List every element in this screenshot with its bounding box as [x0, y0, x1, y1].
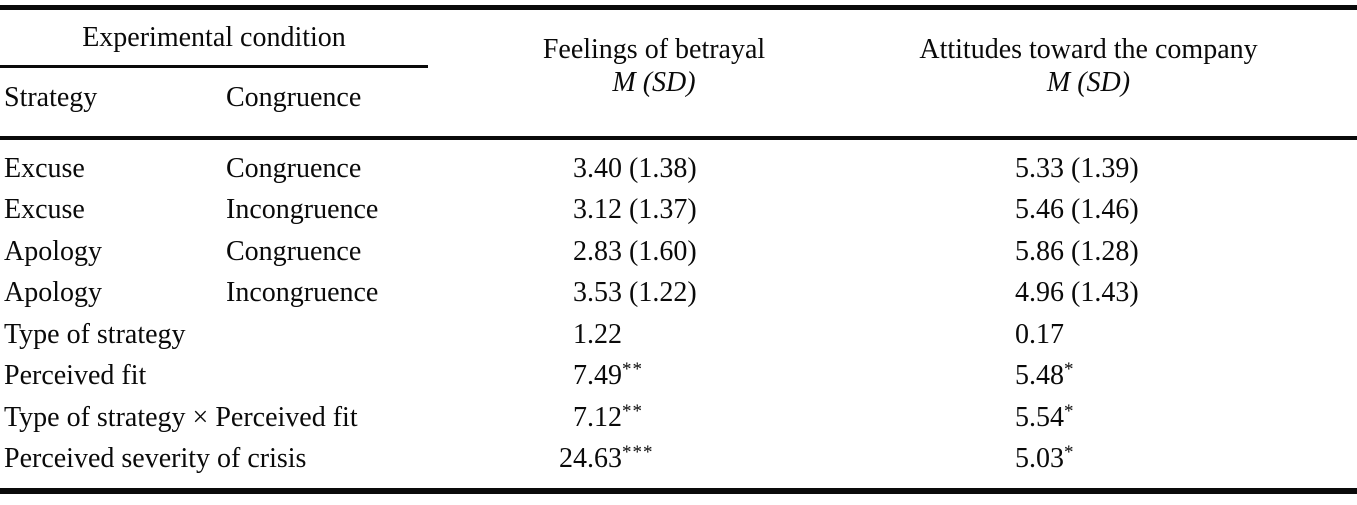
value-fraction-part: .33 (1.39): [1029, 152, 1139, 184]
congruence-cell: Congruence: [226, 152, 362, 184]
betrayal-header-msd: M (SD): [612, 67, 696, 98]
strategy-cell: Perceived fit: [4, 360, 147, 392]
betrayal-header-title: Feelings of betrayal: [542, 34, 766, 65]
significance-stars: *: [1064, 400, 1075, 422]
congruence-cell: Incongruence: [226, 194, 379, 226]
column-header-attitudes-toward-company: Attitudes toward the company M (SD): [880, 10, 1297, 136]
congruence-cell: Congruence: [226, 235, 362, 267]
table-row: Type of strategy 1.22 0.17: [0, 314, 1357, 356]
significance-stars: *: [1064, 442, 1075, 464]
table-bottom-rule: [0, 488, 1357, 494]
strategy-cell: Apology: [4, 277, 102, 309]
value-integer-part: 1: [573, 318, 587, 350]
value-fraction-part: .49: [587, 360, 622, 392]
value-integer-part: 5: [1015, 401, 1029, 433]
table-row: Apology Congruence 2.83 (1.60) 5.86 (1.2…: [0, 231, 1357, 273]
strategy-cell: Apology: [4, 235, 102, 267]
value-fraction-part: .40 (1.38): [587, 152, 697, 184]
value-fraction-part: .22: [587, 318, 622, 350]
betrayal-value-cell: 3.53 (1.22): [428, 277, 880, 309]
value-integer-part: 5: [1015, 235, 1029, 267]
attitudes-value-cell: 4.96 (1.43): [880, 277, 1297, 309]
value-fraction-part: .63: [587, 443, 622, 475]
significance-stars: **: [622, 400, 643, 422]
value-fraction-part: .48: [1029, 360, 1064, 392]
congruence-cell: Incongruence: [226, 277, 379, 309]
value-integer-part: 2: [573, 235, 587, 267]
column-header-feelings-of-betrayal: Feelings of betrayal M (SD): [428, 10, 880, 136]
table-top-rule: [0, 5, 1357, 10]
sub-header-row: Strategy Congruence: [0, 68, 428, 136]
attitudes-value-cell: 5.48*: [880, 360, 1297, 392]
value-fraction-part: .54: [1029, 401, 1064, 433]
value-integer-part: 7: [573, 401, 587, 433]
strategy-cell: Excuse: [4, 152, 85, 184]
strategy-cell: Excuse: [4, 194, 85, 226]
attitudes-value-cell: 5.86 (1.28): [880, 236, 1297, 268]
value-integer-part: 5: [1015, 443, 1029, 475]
significance-stars: ***: [622, 442, 654, 464]
value-integer-part: 5: [1015, 194, 1029, 226]
value-integer-part: 3: [573, 152, 587, 184]
betrayal-value-cell: 2.83 (1.60): [428, 236, 880, 268]
value-integer-part: 3: [573, 277, 587, 309]
value-fraction-part: .96 (1.43): [1029, 277, 1139, 309]
group-header-experimental-condition: Experimental condition: [0, 10, 428, 68]
value-integer-part: 5: [1015, 152, 1029, 184]
table-row: Perceived fit 7.49** 5.48*: [0, 356, 1357, 398]
table-row: Type of strategy × Perceived fit 7.12** …: [0, 397, 1357, 439]
table-row: Perceived severity of crisis 24.63*** 5.…: [0, 439, 1357, 481]
value-integer-part: 5: [1015, 360, 1029, 392]
value-integer-part: 0: [1015, 318, 1029, 350]
attitudes-value-cell: 5.46 (1.46): [880, 194, 1297, 226]
value-fraction-part: .53 (1.22): [587, 277, 697, 309]
value-fraction-part: .46 (1.46): [1029, 194, 1139, 226]
value-fraction-part: .03: [1029, 443, 1064, 475]
betrayal-value-cell: 24.63***: [428, 443, 880, 475]
table-body: Excuse Congruence 3.40 (1.38) 5.33 (1.39…: [0, 140, 1357, 480]
table-row: Excuse Congruence 3.40 (1.38) 5.33 (1.39…: [0, 148, 1357, 190]
table-header: Experimental condition Strategy Congruen…: [0, 10, 1357, 136]
strategy-cell: Type of strategy: [4, 318, 186, 350]
significance-stars: *: [1064, 359, 1075, 381]
value-fraction-part: .17: [1029, 318, 1064, 350]
attitudes-value-cell: 5.54*: [880, 402, 1297, 434]
value-integer-part: 3: [573, 194, 587, 226]
value-fraction-part: .83 (1.60): [587, 235, 697, 267]
value-fraction-part: .86 (1.28): [1029, 235, 1139, 267]
value-integer-part: 4: [1015, 277, 1029, 309]
betrayal-value-cell: 3.12 (1.37): [428, 194, 880, 226]
table-row: Apology Incongruence 3.53 (1.22) 4.96 (1…: [0, 273, 1357, 315]
betrayal-value-cell: 3.40 (1.38): [428, 153, 880, 185]
attitudes-value-cell: 0.17: [880, 319, 1297, 351]
header-experimental-condition-group: Experimental condition Strategy Congruen…: [0, 10, 428, 136]
significance-stars: **: [622, 359, 643, 381]
value-fraction-part: .12 (1.37): [587, 194, 697, 226]
column-header-congruence: Congruence: [226, 82, 362, 113]
table-row: Excuse Incongruence 3.12 (1.37) 5.46 (1.…: [0, 190, 1357, 232]
strategy-cell: Perceived severity of crisis: [4, 443, 307, 475]
betrayal-value-cell: 7.49**: [428, 360, 880, 392]
betrayal-value-cell: 7.12**: [428, 402, 880, 434]
value-integer-part: 7: [573, 360, 587, 392]
attitudes-value-cell: 5.33 (1.39): [880, 153, 1297, 185]
value-fraction-part: .12: [587, 401, 622, 433]
attitudes-header-title: Attitudes toward the company: [919, 34, 1258, 65]
attitudes-header-msd: M (SD): [1046, 67, 1131, 98]
attitudes-value-cell: 5.03*: [880, 443, 1297, 475]
table-header-rule: [0, 136, 1357, 140]
betrayal-value-cell: 1.22: [428, 319, 880, 351]
value-integer-part: 24: [559, 443, 587, 475]
strategy-cell: Type of strategy × Perceived fit: [4, 401, 358, 433]
column-header-strategy: Strategy: [4, 82, 98, 113]
